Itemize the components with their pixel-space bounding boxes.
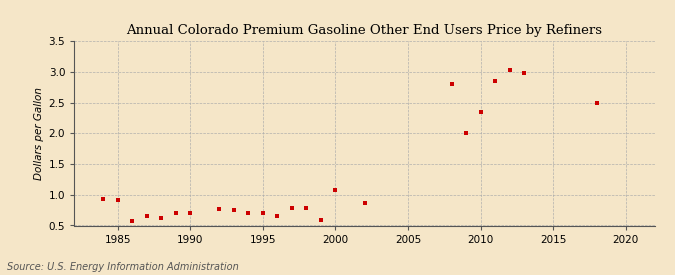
Point [489,78,500,83]
Point [113,198,124,202]
Point [156,215,167,220]
Point [142,214,153,218]
Point [214,207,225,211]
Point [127,218,138,223]
Point [272,214,283,218]
Point [301,205,312,210]
Point [519,71,530,75]
Point [316,218,327,222]
Point [461,131,472,135]
Text: Source: U.S. Energy Information Administration: Source: U.S. Energy Information Administ… [7,262,238,272]
Point [98,197,109,201]
Y-axis label: Dollars per Gallon: Dollars per Gallon [34,87,45,180]
Point [504,67,515,72]
Point [475,110,486,114]
Point [185,210,196,215]
Point [243,210,254,215]
Point [258,211,269,215]
Point [446,82,457,86]
Point [171,211,182,215]
Point [229,208,240,212]
Point [591,100,602,105]
Point [330,188,341,193]
Point [286,206,297,210]
Title: Annual Colorado Premium Gasoline Other End Users Price by Refiners: Annual Colorado Premium Gasoline Other E… [126,24,603,37]
Point [359,200,370,205]
